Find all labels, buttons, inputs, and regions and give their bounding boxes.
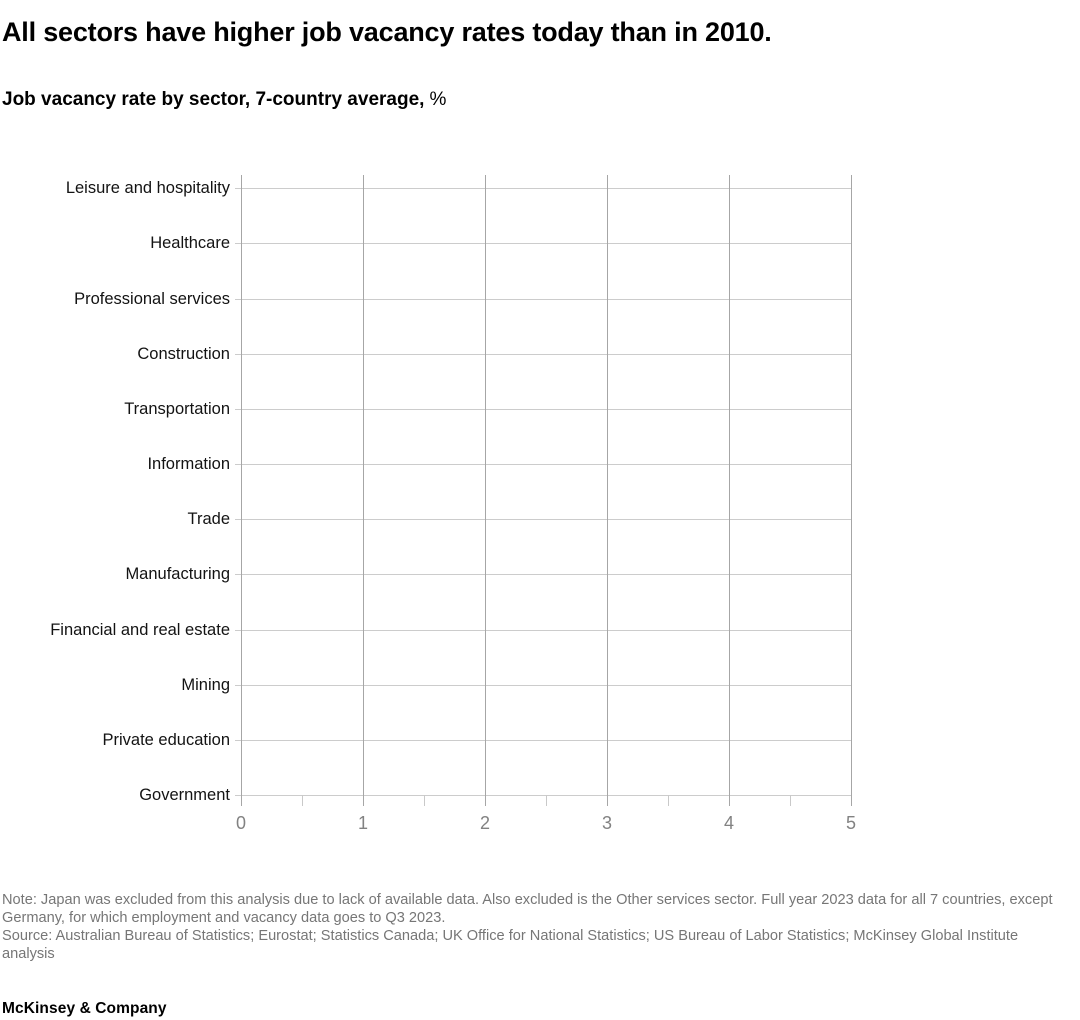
gridline-horizontal bbox=[235, 188, 852, 190]
x-tick-label: 5 bbox=[845, 813, 856, 833]
gridline-horizontal bbox=[235, 298, 852, 300]
gridline-vertical bbox=[607, 175, 608, 806]
gridline-vertical bbox=[485, 175, 486, 806]
category-label: Leisure and hospitality bbox=[65, 179, 230, 198]
source-text: Source: Australian Bureau of Statistics;… bbox=[2, 928, 1019, 962]
category-label: Private education bbox=[102, 730, 231, 749]
x-tick-label: 1 bbox=[357, 813, 368, 833]
category-label: Construction bbox=[137, 344, 230, 363]
category-label: Professional services bbox=[74, 289, 230, 308]
gridline-horizontal bbox=[235, 519, 852, 521]
category-label: Transportation bbox=[124, 399, 230, 418]
minor-tick bbox=[546, 795, 547, 806]
category-label: Trade bbox=[187, 510, 231, 529]
x-tick-label: 0 bbox=[235, 813, 246, 833]
chart-subtitle: Job vacancy rate by sector, 7-country av… bbox=[2, 89, 446, 111]
gridline-horizontal bbox=[235, 629, 852, 631]
gridline-vertical bbox=[241, 175, 242, 806]
gridline-vertical bbox=[363, 175, 364, 806]
chart-subtitle-text: Job vacancy rate by sector, 7-country av… bbox=[2, 89, 425, 110]
gridline-horizontal bbox=[235, 739, 852, 741]
category-label: Government bbox=[139, 786, 230, 804]
footnotes: Note: Japan was excluded from this analy… bbox=[2, 891, 1068, 963]
note-text: Note: Japan was excluded from this analy… bbox=[2, 892, 1053, 926]
minor-tick bbox=[424, 795, 425, 806]
gridline-vertical bbox=[851, 175, 852, 806]
x-tick-label: 4 bbox=[723, 813, 734, 833]
category-label: Financial and real estate bbox=[50, 620, 230, 639]
gridline-horizontal bbox=[235, 243, 852, 245]
minor-tick bbox=[790, 795, 791, 806]
category-label: Mining bbox=[181, 675, 230, 694]
gridline-horizontal bbox=[235, 684, 852, 686]
x-tick-label: 2 bbox=[479, 813, 490, 833]
gridline-vertical bbox=[729, 175, 730, 806]
brand-footer: McKinsey & Company bbox=[2, 1000, 167, 1017]
minor-tick bbox=[668, 795, 669, 806]
x-tick-label: 3 bbox=[601, 813, 612, 833]
gridline-horizontal bbox=[235, 408, 852, 410]
category-label: Manufacturing bbox=[125, 565, 230, 584]
gridline-horizontal bbox=[235, 353, 852, 355]
gridline-horizontal bbox=[235, 464, 852, 466]
gridline-horizontal bbox=[235, 574, 852, 576]
chart-canvas: Leisure and hospitality Healthcare Profess… bbox=[50, 175, 856, 833]
chart-headline: All sectors have higher job vacancy rate… bbox=[2, 17, 772, 47]
chart-subtitle-unit: % bbox=[429, 89, 447, 110]
gridline-horizontal bbox=[235, 795, 852, 796]
category-label: Healthcare bbox=[150, 234, 230, 253]
category-label: Information bbox=[147, 455, 230, 474]
minor-tick bbox=[302, 795, 303, 806]
